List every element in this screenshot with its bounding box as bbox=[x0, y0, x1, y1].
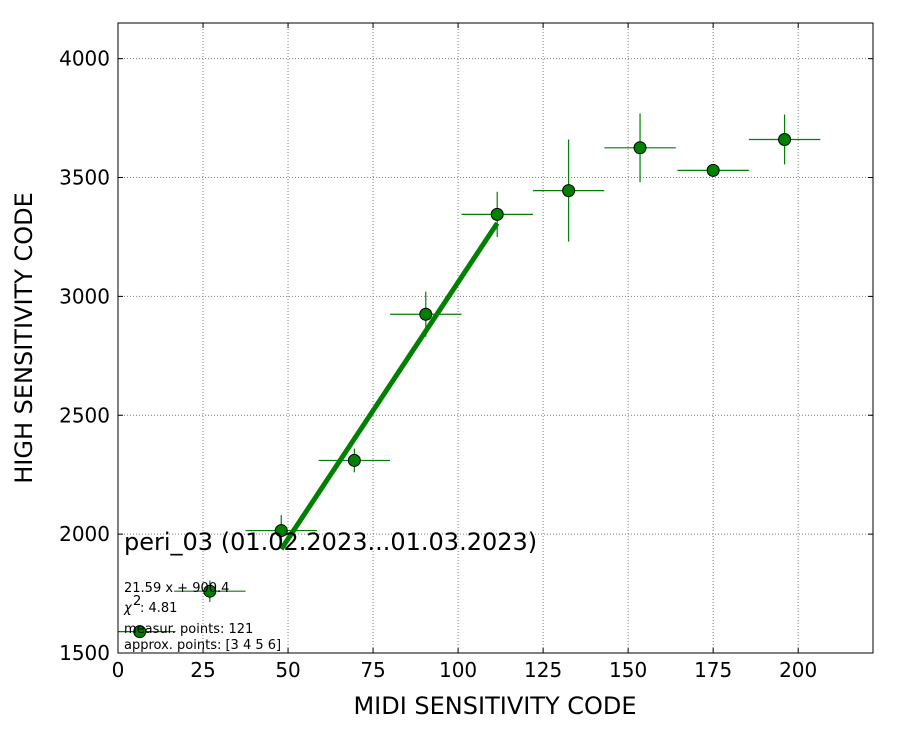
x-axis-label: MIDI SENSITIVITY CODE bbox=[353, 692, 636, 720]
x-tick-label: 0 bbox=[112, 658, 125, 682]
fit-layer bbox=[279, 221, 500, 551]
plot-frame bbox=[117, 22, 874, 654]
x-tick-label: 150 bbox=[609, 658, 647, 682]
data-point bbox=[633, 141, 647, 155]
x-tick-label: 75 bbox=[360, 658, 385, 682]
data-point bbox=[706, 163, 720, 177]
data-point bbox=[203, 584, 217, 598]
y-tick-label: 2000 bbox=[59, 522, 110, 546]
fit-line bbox=[279, 221, 500, 551]
data-point bbox=[562, 184, 576, 198]
measured-points-text: measur. points: 121 bbox=[124, 622, 253, 637]
y-tick-label: 2500 bbox=[59, 403, 110, 427]
chi2-annotation: χ 2 : 4.81 bbox=[123, 594, 177, 616]
points-layer bbox=[118, 113, 821, 639]
ticks: 0 25 50 75 100 125 150 175 200 1500 2000 2500 3000 35… bbox=[59, 23, 873, 682]
x-tick-label: 125 bbox=[524, 658, 562, 682]
data-point bbox=[419, 307, 433, 321]
x-tick-label: 50 bbox=[275, 658, 300, 682]
fit-equation: 21.59 x + 900.4 bbox=[124, 581, 229, 596]
y-axis-label: HIGH SENSITIVITY CODE bbox=[10, 192, 38, 484]
data-point bbox=[133, 625, 147, 639]
data-point bbox=[274, 524, 288, 538]
x-tick-label: 200 bbox=[779, 658, 817, 682]
y-tick-label: 3500 bbox=[59, 166, 110, 190]
x-tick-label: 175 bbox=[694, 658, 732, 682]
data-point bbox=[347, 453, 361, 467]
data-point bbox=[778, 132, 792, 146]
chi2-exponent: 2 bbox=[133, 594, 141, 609]
y-tick-label: 4000 bbox=[59, 47, 110, 71]
y-tick-label: 1500 bbox=[59, 641, 110, 665]
chi2-value: : 4.81 bbox=[140, 601, 177, 616]
approx-points-text: approx. points: [3 4 5 6] bbox=[124, 638, 281, 653]
chart-title: peri_03 (01.02.2023...01.03.2023) bbox=[124, 528, 537, 556]
x-tick-label: 25 bbox=[190, 658, 215, 682]
x-tick-label: 100 bbox=[439, 658, 477, 682]
y-tick-label: 3000 bbox=[59, 284, 110, 308]
chi2-symbol: χ bbox=[123, 601, 133, 616]
data-point bbox=[490, 207, 504, 221]
